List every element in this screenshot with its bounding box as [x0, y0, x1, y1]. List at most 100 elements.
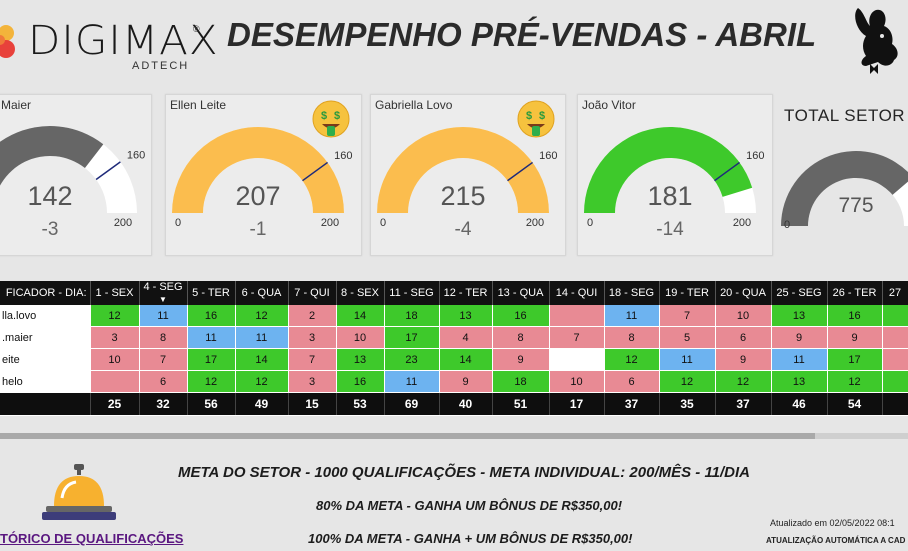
total-cell: 40	[439, 392, 493, 416]
gauge-name: Gabriella Lovo	[375, 98, 453, 112]
table-cell: 17	[384, 326, 440, 349]
total-cell: 37	[715, 392, 772, 416]
gauge-card-maier[interactable]: Maier 160 142 -3 200	[0, 94, 152, 256]
total-cell: 32	[139, 392, 188, 416]
column-header[interactable]: 19 - TER	[659, 281, 716, 305]
historico-qualificacoes-link[interactable]: TÓRICO DE QUALIFICAÇÕES	[0, 531, 184, 546]
row-name: eite	[0, 348, 91, 371]
service-bell-icon	[42, 464, 116, 520]
gauge-target-label: 160	[334, 150, 352, 162]
table-row[interactable]: helo 6 12 12 3 16 11 9 18 10 6 12 12 13 12	[0, 370, 908, 393]
table-cell: 11	[139, 305, 188, 327]
table-cell: 14	[439, 348, 493, 371]
table-cell: 12	[235, 370, 289, 393]
column-header[interactable]: 20 - QUA	[715, 281, 772, 305]
gauge-chart: 160 142 -3 200	[0, 126, 145, 240]
table-cell: 12	[235, 305, 289, 327]
header: DIGIMAX ® ADTECH DESEMPENHO PRÉ-VENDAS -…	[0, 0, 908, 82]
total-cell: 54	[827, 392, 883, 416]
table-cell	[90, 370, 140, 393]
column-header[interactable]: 25 - SEG	[771, 281, 828, 305]
gauge-chart: 160 215 -4 0 200	[377, 127, 557, 240]
table-cell	[882, 370, 908, 393]
table-cell: 17	[827, 348, 883, 371]
table-cell: 6	[604, 370, 660, 393]
column-header-qualifier[interactable]: FICADOR - DIA:	[0, 281, 91, 305]
table-cell: 23	[384, 348, 440, 371]
column-header-sorted[interactable]: 4 - SEG ▼	[139, 281, 188, 305]
total-cell: 69	[384, 392, 440, 416]
table-cell: 8	[492, 326, 550, 349]
horizontal-scrollbar[interactable]	[0, 433, 908, 439]
table-row[interactable]: lla.lovo 12 11 16 12 2 14 18 13 16 11 7 10 13 16	[0, 305, 908, 327]
table-cell: 18	[492, 370, 550, 393]
table-cell: 13	[336, 348, 385, 371]
column-header[interactable]: 18 - SEG	[604, 281, 660, 305]
table-cell: 9	[827, 326, 883, 349]
total-cell: 46	[771, 392, 828, 416]
gauge-diff: -3	[42, 219, 59, 240]
table-cell: 8	[139, 326, 188, 349]
column-header[interactable]: 5 - TER	[187, 281, 236, 305]
gauge-target-marker	[507, 161, 534, 182]
gauge-name: Maier	[1, 98, 32, 112]
column-header[interactable]: 6 - QUA	[235, 281, 289, 305]
meta-setor-text: META DO SETOR - 1000 QUALIFICAÇÕES - MET…	[178, 464, 751, 481]
row-name: lla.lovo	[0, 305, 91, 327]
table-cell: 16	[187, 305, 236, 327]
gauge-fill	[0, 126, 104, 186]
gauge-value: 181	[647, 181, 692, 211]
table-cell: 12	[659, 370, 716, 393]
meta-80-text: 80% DA META - GANHA UM BÔNUS DE R$350,00…	[316, 498, 623, 513]
page-title: DESEMPENHO PRÉ-VENDAS - ABRIL	[227, 16, 817, 53]
table-row[interactable]: .maier 3 8 11 11 3 10 17 4 8 7 8 5 6 9 9	[0, 326, 908, 349]
table-cell: 18	[384, 305, 440, 327]
column-header[interactable]: 7 - QUI	[288, 281, 337, 305]
table-cell: 16	[827, 305, 883, 327]
total-cell: 49	[235, 392, 289, 416]
scrollbar-thumb[interactable]	[0, 433, 815, 439]
money-face-icon: $ $	[312, 100, 350, 138]
total-cell	[882, 392, 908, 416]
column-header[interactable]: 11 - SEG	[384, 281, 440, 305]
table-cell: 10	[549, 370, 605, 393]
column-header[interactable]: 1 - SEX	[90, 281, 140, 305]
gauge-chart: 160 207 -1 0 200	[172, 127, 352, 240]
meta-100-text: 100% DA META - GANHA + UM BÔNUS DE R$350…	[308, 531, 633, 546]
total-gauge-chart[interactable]: 775 0	[778, 130, 908, 240]
total-cell: 51	[492, 392, 550, 416]
gauge-chart: 160 181 -14 0 200	[584, 127, 764, 240]
table-cell: 3	[90, 326, 140, 349]
gauge-fill	[377, 127, 549, 213]
column-header[interactable]: 14 - QUI	[549, 281, 605, 305]
column-header[interactable]: 27	[882, 281, 908, 305]
table-cell: 9	[715, 348, 772, 371]
gauge-max-label: 200	[733, 217, 751, 229]
total-cell: 25	[90, 392, 140, 416]
column-header[interactable]: 12 - TER	[439, 281, 493, 305]
gauge-target-label: 160	[539, 150, 557, 162]
table-cell: 7	[139, 348, 188, 371]
table-cell: 7	[549, 326, 605, 349]
table-cell: 12	[604, 348, 660, 371]
table-cell: 14	[336, 305, 385, 327]
gauge-card-joao-vitor[interactable]: João Vitor 160 181 -14 0 200	[577, 94, 773, 256]
gauge-target-marker	[95, 161, 121, 181]
column-header[interactable]: 26 - TER	[827, 281, 883, 305]
table-row[interactable]: eite 10 7 17 14 7 13 23 14 9 12 11 9 11 17	[0, 348, 908, 371]
table-cell: 12	[90, 305, 140, 327]
sort-desc-icon: ▼	[159, 295, 167, 304]
table-cell	[549, 348, 605, 371]
auto-update-text: ATUALIZAÇÃO AUTOMÁTICA A CAD	[766, 536, 906, 545]
logo-text: DIGIMAX	[28, 18, 219, 64]
total-cell: 17	[549, 392, 605, 416]
table-cell: 2	[288, 305, 337, 327]
column-header[interactable]: 8 - SEX	[336, 281, 385, 305]
gauge-value: 207	[235, 181, 280, 211]
table-cell: 11	[187, 326, 236, 349]
table-cell	[549, 305, 605, 327]
logo-registered: ®	[193, 24, 200, 34]
column-header[interactable]: 13 - QUA	[492, 281, 550, 305]
gauge-target-marker	[714, 161, 741, 182]
gauge-max-label: 200	[321, 217, 339, 229]
